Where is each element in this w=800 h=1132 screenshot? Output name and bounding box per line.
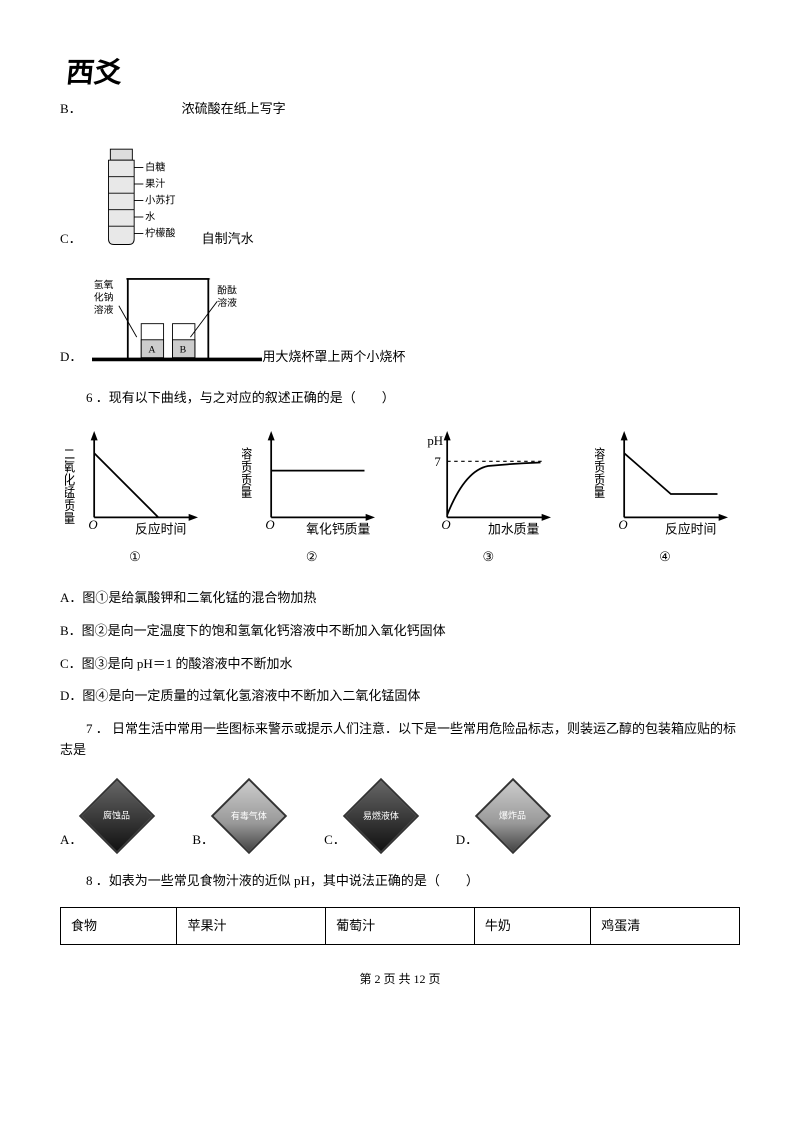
hazard-icon-explosive: 爆炸品 <box>478 781 548 851</box>
option-c-letter: C． <box>60 229 82 250</box>
svg-text:7: 7 <box>435 455 442 469</box>
svg-text:溶质质量: 溶质质量 <box>242 447 252 499</box>
svg-text:pH: pH <box>428 434 444 448</box>
option-b-letter: B． <box>60 99 82 120</box>
bottle-label-3: 水 <box>145 210 155 222</box>
option-d-block: D． 氢氧 化钠 溶液 酚酞 溶液 A B 用大烧杯罩上两个小烧杯 <box>60 270 740 368</box>
svg-text:溶液: 溶液 <box>218 295 238 308</box>
option-c-block: C． 白糖 果汁 小苏打 水 柠檬酸 自制汽水 <box>60 140 740 250</box>
hazard-icon-corrosive: 腐蚀品 <box>82 781 152 851</box>
svg-text:化钠: 化钠 <box>94 290 114 303</box>
q7-opt-b-letter: B． <box>192 830 214 851</box>
table-header-3: 牛奶 <box>474 907 590 945</box>
bottle-label-1: 果汁 <box>145 176 165 189</box>
svg-text:A: A <box>149 344 157 355</box>
option-b-text: 浓硫酸在纸上写字 <box>182 99 286 120</box>
chart-1: 二氧化锰质量 反应时间 O ① <box>60 424 210 568</box>
chart-4: 溶质质量 反应时间 O ④ <box>590 424 740 568</box>
option-c-text: 自制汽水 <box>202 229 254 250</box>
q6-stem: 6 ．现有以下曲线，与之对应的叙述正确的是（ ） <box>60 388 740 409</box>
chart-4-num: ④ <box>590 547 740 568</box>
chart-3: 7 pH 加水质量 O ③ <box>413 424 563 568</box>
svg-text:氢氧: 氢氧 <box>94 277 114 290</box>
table-header-1: 苹果汁 <box>177 907 326 945</box>
table-header-0: 食物 <box>61 907 177 945</box>
bottle-diagram: 白糖 果汁 小苏打 水 柠檬酸 <box>92 140 202 250</box>
q7-opt-b: B． 有毒气体 <box>192 781 284 851</box>
svg-text:二氧化锰质量: 二氧化锰质量 <box>65 447 75 524</box>
svg-text:溶质质量: 溶质质量 <box>595 447 605 499</box>
option-d-letter: D． <box>60 347 82 368</box>
q6-opt-d: D．图④是向一定质量的过氧化氢溶液中不断加入二氧化锰固体 <box>60 686 740 707</box>
q8-table: 食物 苹果汁 葡萄汁 牛奶 鸡蛋清 <box>60 907 740 946</box>
q7-opt-c: C． 易燃液体 <box>324 781 416 851</box>
q6-opt-b: B．图②是向一定温度下的饱和氢氧化钙溶液中不断加入氧化钙固体 <box>60 621 740 642</box>
svg-text:加水质量: 加水质量 <box>488 522 539 536</box>
table-header-4: 鸡蛋清 <box>591 907 740 945</box>
svg-text:O: O <box>88 518 97 532</box>
option-d-text: 用大烧杯罩上两个小烧杯 <box>262 347 405 368</box>
bottle-label-4: 柠檬酸 <box>145 226 175 239</box>
q6-opt-c: C．图③是向 pH＝1 的酸溶液中不断加水 <box>60 654 740 675</box>
table-row: 食物 苹果汁 葡萄汁 牛奶 鸡蛋清 <box>61 907 740 945</box>
svg-text:氧化钙质量: 氧化钙质量 <box>306 522 370 536</box>
beaker-diagram: 氢氧 化钠 溶液 酚酞 溶液 A B <box>92 270 262 368</box>
svg-text:O: O <box>442 518 451 532</box>
q7-options: A． 腐蚀品 B． 有毒气体 C． 易燃液体 D． 爆炸品 <box>60 781 740 851</box>
table-header-2: 葡萄汁 <box>326 907 475 945</box>
chart-2: 溶质质量 氧化钙质量 O ② <box>237 424 387 568</box>
q7-stem: 7 ． 日常生活中常用一些图标来警示或提示人们注意．以下是一些常用危险品标志，则… <box>60 719 740 761</box>
svg-text:反应时间: 反应时间 <box>665 521 716 536</box>
page-footer: 第 2 页 共 12 页 <box>60 970 740 989</box>
svg-text:B: B <box>180 344 187 355</box>
bottle-label-2: 小苏打 <box>145 193 175 206</box>
hazard-icon-toxic: 有毒气体 <box>214 781 284 851</box>
q6-charts: 二氧化锰质量 反应时间 O ① 溶质质量 氧化钙质量 O ② 7 pH <box>60 424 740 568</box>
q7-opt-d: D． 爆炸品 <box>456 781 548 851</box>
svg-text:反应时间: 反应时间 <box>135 521 186 536</box>
q8-stem: 8 ．如表为一些常见食物汁液的近似 pH，其中说法正确的是（ ） <box>60 871 740 892</box>
brush-writing-image: 西爻 <box>57 50 742 99</box>
bottle-label-0: 白糖 <box>145 160 165 173</box>
svg-text:溶液: 溶液 <box>94 303 114 316</box>
svg-text:O: O <box>265 518 274 532</box>
q7-opt-a-letter: A． <box>60 830 82 851</box>
chart-1-num: ① <box>60 547 210 568</box>
option-b-block: 西爻 B． 浓硫酸在纸上写字 <box>60 50 740 120</box>
hazard-icon-flammable: 易燃液体 <box>346 781 416 851</box>
chart-3-num: ③ <box>413 547 563 568</box>
chart-2-num: ② <box>237 547 387 568</box>
q7-opt-d-letter: D． <box>456 830 478 851</box>
svg-text:O: O <box>618 518 627 532</box>
q7-opt-a: A． 腐蚀品 <box>60 781 152 851</box>
svg-text:酚酞: 酚酞 <box>218 283 238 296</box>
q7-opt-c-letter: C． <box>324 830 346 851</box>
q6-opt-a: A．图①是给氯酸钾和二氧化锰的混合物加热 <box>60 588 740 609</box>
